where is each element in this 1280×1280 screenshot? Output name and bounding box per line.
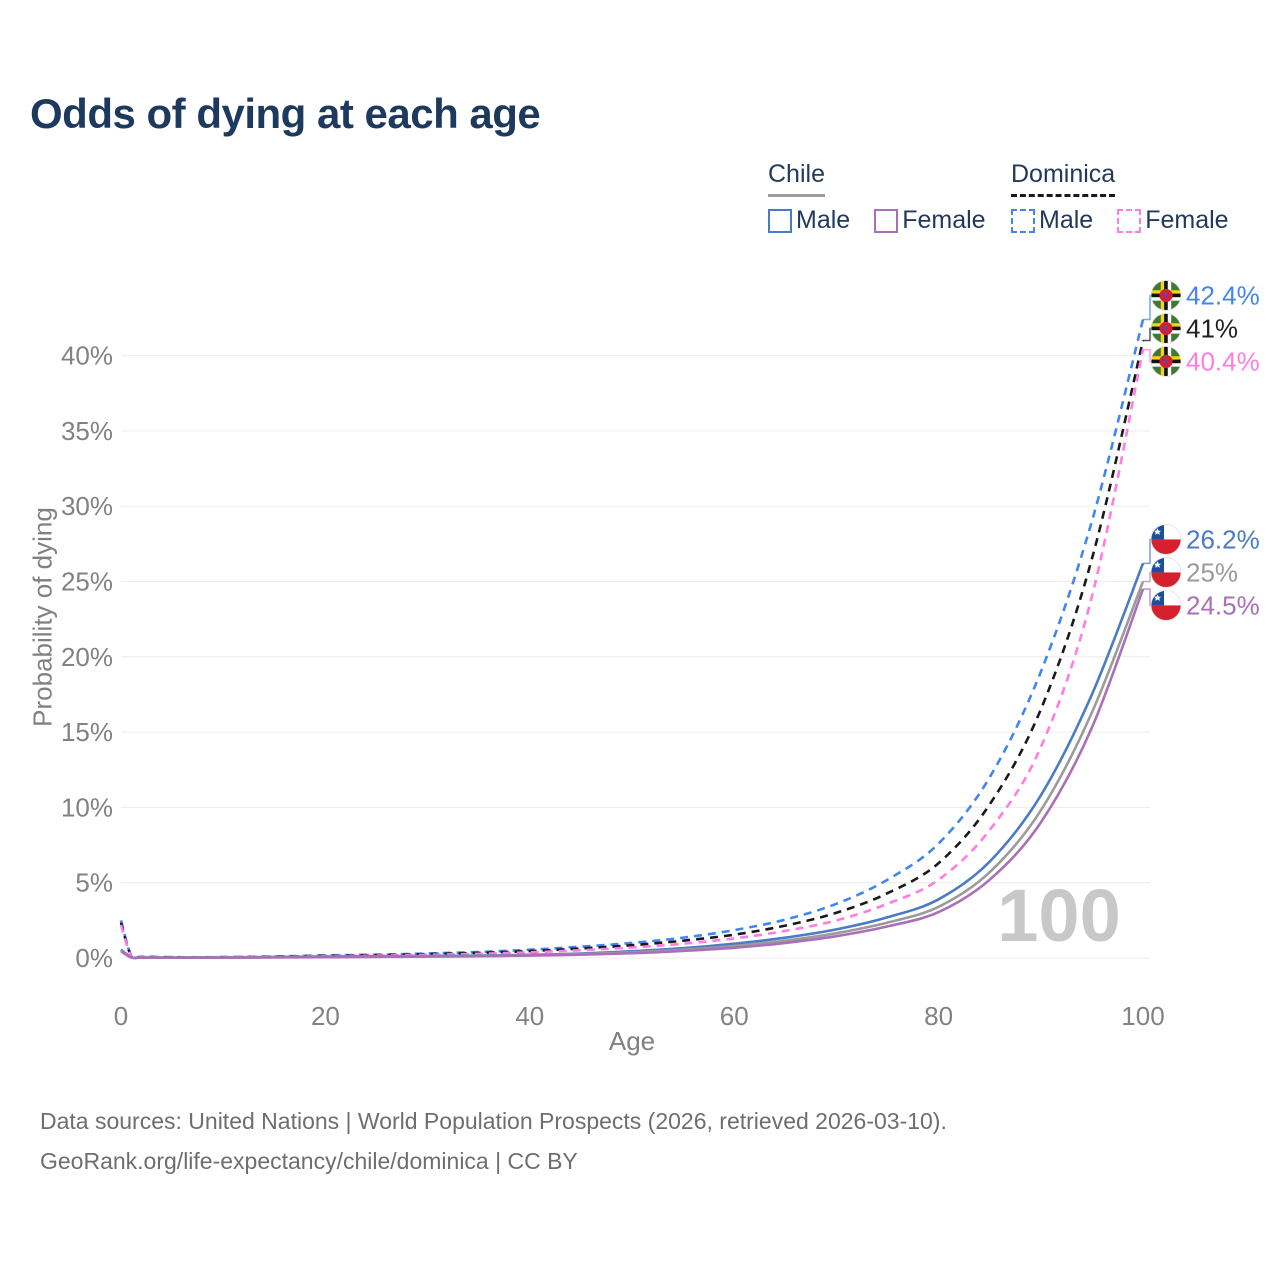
chile-flag-icon [1151,524,1181,554]
chile-female-swatch-icon [874,208,899,233]
legend-label: Female [1145,206,1229,234]
dominica-flag-icon [1151,346,1181,376]
legend-group-chile: Chile Male Female [768,160,986,235]
y-tick-label: 30% [61,491,113,521]
end-value-label-chile-total: 25% [1186,557,1238,587]
end-value-label-dominica-male: 42.4% [1186,280,1260,310]
x-tick-label: 80 [924,1001,953,1031]
data-source-note: Data sources: United Nations | World Pop… [40,1108,947,1134]
x-axis-title: Age [609,1026,655,1056]
end-value-label-chile-female: 24.5% [1186,590,1260,620]
legend-item-dominica-male[interactable]: Male [1011,206,1093,235]
chile-flag-icon [1151,557,1181,587]
y-tick-label: 15% [61,717,113,747]
x-tick-label: 60 [720,1001,749,1031]
age-counter-watermark: 100 [997,874,1120,957]
legend: Chile Male Female Dominica Male Female [0,160,1280,250]
x-axis-tick-labels: 0 20 40 60 80 100 [114,1001,1165,1031]
legend-label: Female [902,206,986,234]
legend-item-dominica-female[interactable]: Female [1117,206,1229,235]
y-tick-label: 40% [61,341,113,371]
y-tick-label: 5% [75,868,113,898]
end-value-label-dominica-female: 40.4% [1186,346,1260,376]
legend-country-chile[interactable]: Chile [768,160,825,197]
end-value-label-chile-male: 26.2% [1186,524,1260,554]
legend-label: Male [796,206,851,234]
series-line-chile-female [120,588,1145,960]
end-annotations: 42.4%41%40.4% 26.2%25%24.5% [1143,280,1260,620]
legend-label: Male [1039,206,1094,234]
series-line-chile-total [120,581,1145,960]
dominica-female-swatch-icon [1117,208,1142,233]
x-tick-label: 100 [1121,1001,1164,1031]
chile-flag-icon [1151,590,1181,620]
y-axis-tick-labels: 0% 5% 10% 15% 20% 25% 30% 35% 40% [61,341,113,973]
series-line-chile-male [120,562,1145,960]
y-tick-label: 25% [61,567,113,597]
legend-group-dominica: Dominica Male Female [1011,160,1229,235]
legend-item-chile-male[interactable]: Male [768,206,850,235]
series-line-dominica-female [119,349,1145,961]
y-tick-label: 0% [75,943,113,973]
x-tick-label: 0 [114,1001,128,1031]
x-tick-label: 20 [311,1001,340,1031]
y-tick-label: 10% [61,792,113,822]
dominica-flag-icon [1151,313,1181,343]
end-value-label-dominica-total: 41% [1186,313,1238,343]
legend-country-dominica[interactable]: Dominica [1011,160,1116,197]
attribution-note: GeoRank.org/life-expectancy/chile/domini… [40,1148,578,1174]
series-line-dominica-total [119,340,1145,961]
page-title: Odds of dying at each age [30,90,541,137]
legend-item-chile-female[interactable]: Female [874,206,986,235]
x-tick-label: 40 [515,1001,544,1031]
series-lines [119,319,1145,961]
dominica-male-swatch-icon [1011,208,1035,233]
dominica-flag-icon [1151,280,1181,310]
y-tick-label: 20% [61,642,113,672]
y-tick-label: 35% [61,416,113,446]
chile-male-swatch-icon [768,208,792,233]
